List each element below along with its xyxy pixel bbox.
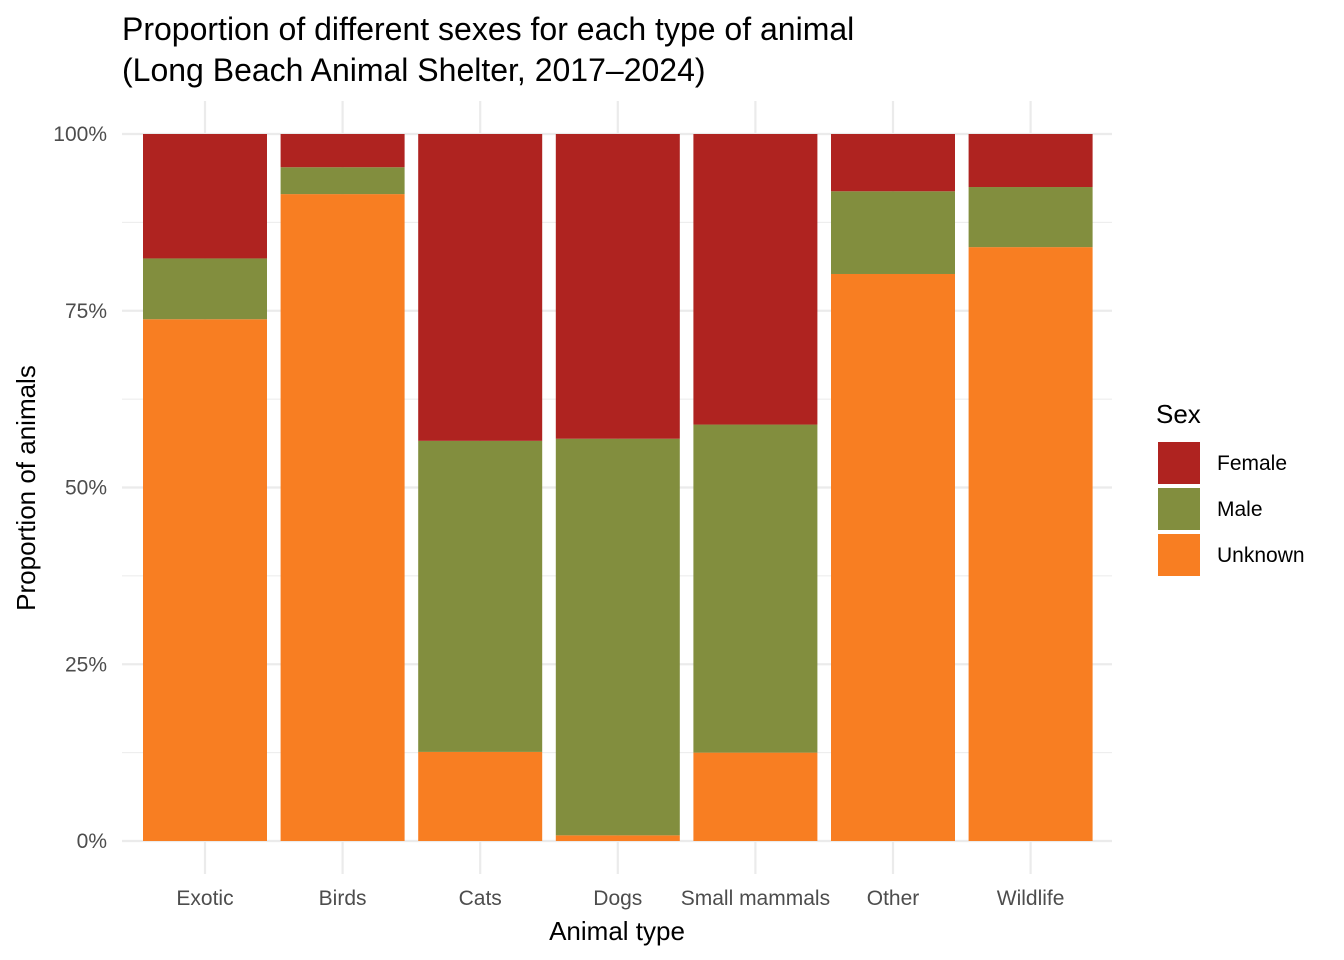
bar-wildlife-female	[968, 134, 1093, 188]
bar-small-mammals-unknown	[693, 752, 818, 841]
bar-wildlife-male	[968, 187, 1093, 248]
bar-small-mammals-female	[693, 134, 818, 425]
legend-swatch-female	[1158, 442, 1200, 484]
x-tick-label: Wildlife	[997, 887, 1065, 910]
bar-dogs-unknown	[555, 835, 680, 841]
legend-label-female: Female	[1217, 452, 1287, 475]
x-tick-label: Dogs	[593, 887, 642, 910]
x-tick-label: Cats	[459, 887, 502, 910]
y-axis-title: Proportion of animals	[11, 365, 41, 611]
y-tick-label: 25%	[65, 653, 107, 676]
bar-exotic-unknown	[143, 319, 267, 841]
bar-small-mammals-male	[693, 424, 818, 753]
legend-swatch-male	[1158, 488, 1200, 530]
legend-title: Sex	[1156, 399, 1201, 429]
x-tick-label: Other	[867, 887, 920, 910]
bar-exotic-male	[143, 258, 267, 320]
legend-swatch-unknown	[1158, 534, 1200, 576]
y-tick-label: 0%	[77, 830, 107, 853]
x-tick-label: Exotic	[176, 887, 233, 910]
bar-exotic-female	[143, 134, 267, 259]
bar-birds-female	[280, 134, 405, 168]
chart-subtitle: (Long Beach Animal Shelter, 2017–2024)	[122, 52, 706, 88]
y-tick-label: 75%	[65, 300, 107, 323]
legend-label-unknown: Unknown	[1217, 544, 1305, 567]
bar-other-unknown	[831, 273, 955, 842]
bar-birds-male	[280, 167, 405, 195]
bar-wildlife-unknown	[968, 247, 1093, 841]
bar-other-female	[831, 134, 955, 192]
y-tick-label: 50%	[65, 477, 107, 500]
x-tick-label: Small mammals	[681, 887, 830, 910]
y-axis-ticks: 0% 25% 50% 75% 100%	[53, 123, 107, 853]
x-axis-ticks: Exotic Birds Cats Dogs Small mammals Other Wil…	[176, 887, 1064, 910]
chart-title: Proportion of different sexes for each t…	[122, 11, 854, 47]
legend-label-male: Male	[1217, 498, 1263, 521]
bars-layer	[143, 134, 1093, 842]
bar-other-male	[831, 191, 955, 274]
bar-cats-female	[418, 134, 543, 441]
bar-cats-male	[418, 440, 543, 752]
x-tick-label: Birds	[319, 887, 367, 910]
x-axis-title: Animal type	[549, 916, 685, 946]
bar-dogs-female	[555, 134, 680, 439]
legend: Sex Female Male Unknown	[1156, 399, 1305, 576]
y-tick-label: 100%	[53, 123, 107, 146]
bar-birds-unknown	[280, 194, 405, 842]
bar-dogs-male	[555, 438, 680, 836]
bar-cats-unknown	[418, 751, 543, 841]
